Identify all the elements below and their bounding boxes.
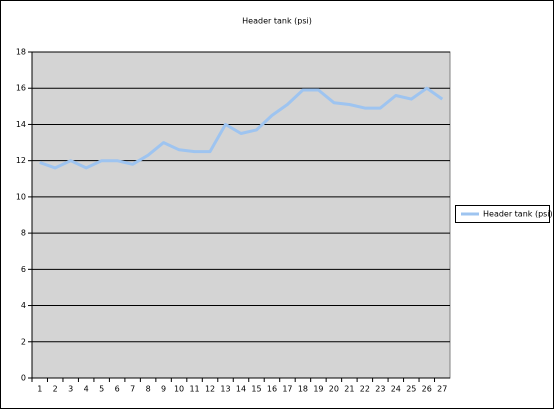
x-tick-label: 14: [236, 385, 246, 394]
y-tick-label: 14: [16, 120, 26, 129]
y-tick-label: 18: [16, 48, 26, 57]
x-tick-label: 21: [344, 385, 354, 394]
y-tick-label: 10: [16, 192, 26, 201]
x-tick-label: 20: [329, 385, 339, 394]
x-tick-label: 16: [267, 385, 277, 394]
y-tick-label: 16: [16, 84, 26, 93]
x-tick-label: 24: [391, 385, 401, 394]
legend-label: Header tank (psi): [483, 210, 553, 219]
x-tick-label: 9: [161, 385, 166, 394]
x-tick-label: 25: [406, 385, 416, 394]
y-tick-label: 4: [21, 301, 26, 310]
x-tick-label: 23: [375, 385, 385, 394]
legend: [455, 205, 550, 223]
x-tick-label: 5: [99, 385, 104, 394]
x-tick-label: 19: [313, 385, 323, 394]
x-tick-label: 1: [37, 385, 42, 394]
x-tick-label: 13: [220, 385, 230, 394]
y-tick-label: 2: [21, 337, 26, 346]
x-tick-label: 26: [422, 385, 432, 394]
x-tick-label: 2: [53, 385, 58, 394]
y-tick-label: 12: [16, 156, 26, 165]
x-tick-label: 3: [68, 385, 73, 394]
x-tick-label: 15: [251, 385, 261, 394]
x-tick-label: 27: [437, 385, 447, 394]
y-tick-label: 6: [21, 265, 26, 274]
y-tick-label: 8: [21, 229, 26, 238]
chart-title: Header tank (psi): [242, 17, 312, 26]
x-tick-label: 12: [205, 385, 215, 394]
x-tick-label: 4: [84, 385, 89, 394]
x-tick-label: 17: [282, 385, 292, 394]
x-tick-label: 11: [189, 385, 199, 394]
series-line: [39, 86, 444, 170]
x-tick-label: 6: [115, 385, 120, 394]
x-tick-label: 10: [174, 385, 184, 394]
x-tick-label: 8: [146, 385, 151, 394]
x-tick-label: 22: [360, 385, 370, 394]
x-tick-label: 7: [130, 385, 135, 394]
y-tick-label: 0: [21, 374, 26, 383]
x-tick-label: 18: [298, 385, 308, 394]
